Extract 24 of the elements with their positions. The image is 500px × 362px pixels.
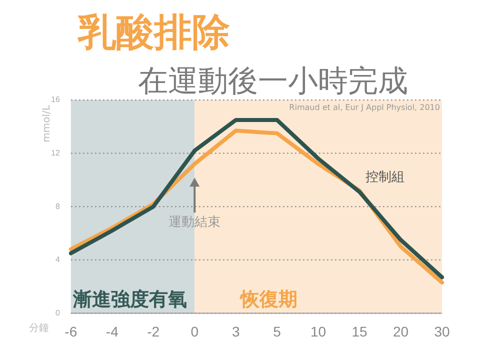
x-tick-label: -2	[147, 323, 160, 340]
band-label: 漸進強度有氧	[72, 288, 187, 311]
y-tick-label: 4	[55, 255, 60, 264]
x-tick-label: 3	[232, 323, 240, 340]
x-axis-title: 分鐘	[28, 322, 49, 334]
x-tick-label: -6	[64, 323, 78, 340]
y-tick-label: 16	[50, 95, 60, 104]
x-tick-label: -4	[106, 323, 119, 340]
y-tick-label: 12	[50, 148, 60, 158]
y-tick-label: 8	[55, 202, 60, 211]
y-tick-label: 0	[55, 308, 60, 318]
x-tick-label: 15	[352, 323, 368, 340]
chart-subtitle: 在運動後一小時完成	[138, 64, 408, 100]
x-tick-label: 20	[392, 323, 409, 340]
x-tick-label: 10	[310, 323, 326, 340]
band-label: 恢復期	[239, 288, 298, 311]
x-tick-label: 5	[273, 323, 282, 340]
annotation: Rimaud et al, Eur J Appl Physiol, 2010	[289, 103, 440, 112]
chart-title: 乳酸排除	[78, 10, 230, 54]
annotation: 運動結束	[168, 214, 221, 230]
x-tick-label: 0	[190, 323, 199, 340]
y-axis-title: mmol/L	[41, 104, 52, 142]
series-label: 控制組	[366, 170, 405, 185]
x-tick-label: 30	[434, 323, 450, 340]
